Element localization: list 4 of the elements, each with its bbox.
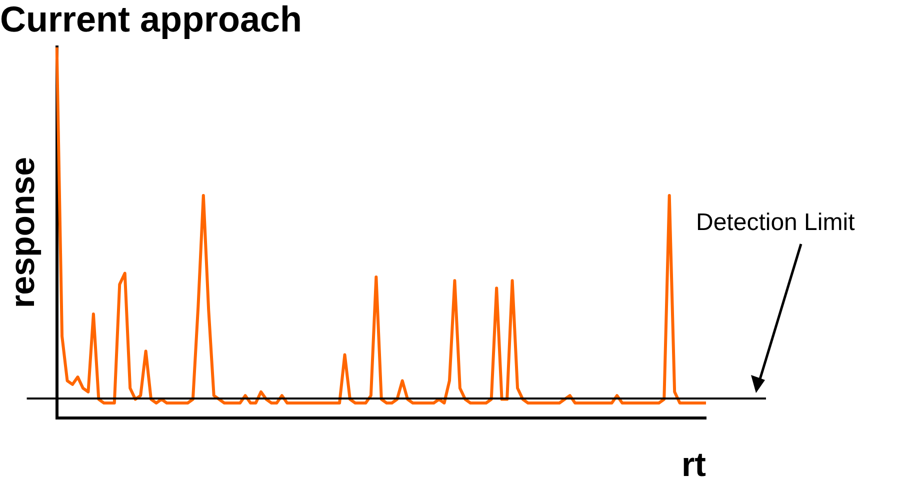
y-axis-title: response bbox=[4, 156, 42, 308]
chart-title: Current approach bbox=[0, 0, 302, 40]
x-axis-title: rt bbox=[681, 446, 706, 484]
ref-line-label: Detection Limit bbox=[696, 209, 856, 236]
